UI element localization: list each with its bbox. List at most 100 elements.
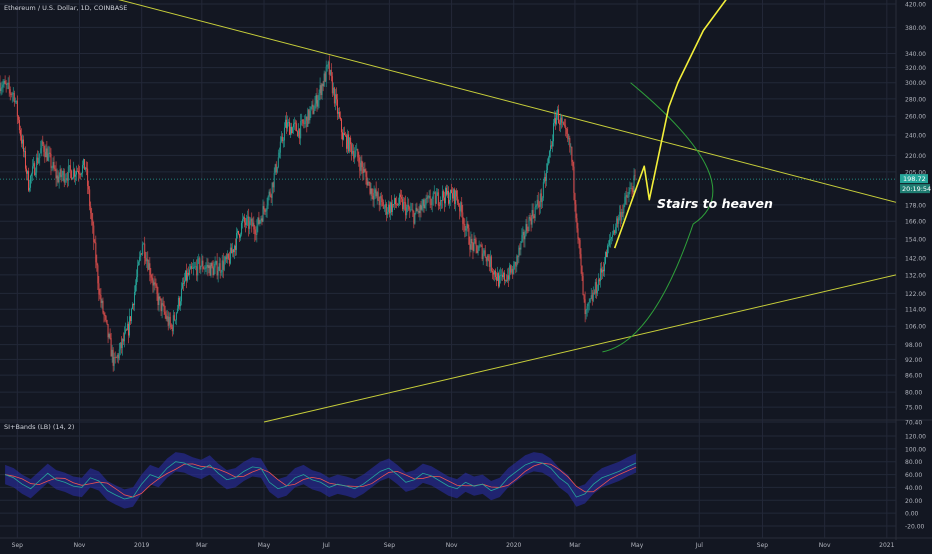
time-tick-label: Sep: [12, 542, 24, 549]
candle-body: [111, 338, 112, 356]
candle-body: [158, 294, 159, 305]
candle-body: [368, 182, 369, 186]
candle-body: [437, 192, 438, 195]
candle: [216, 260, 217, 265]
candle-body: [258, 218, 259, 224]
candle-body: [190, 266, 191, 269]
candle-body: [166, 314, 167, 319]
candle: [437, 188, 438, 196]
candle: [91, 208, 92, 226]
ascending-trendline[interactable]: [264, 275, 896, 422]
candle: [98, 276, 99, 301]
candle-body: [105, 315, 106, 316]
candle: [576, 213, 577, 232]
candle-body: [230, 248, 231, 264]
candle-body: [574, 193, 575, 204]
candle: [74, 168, 75, 183]
candle-body: [464, 224, 465, 230]
candle: [438, 189, 439, 210]
candle: [103, 298, 104, 315]
price-tick-label: 98.00: [905, 342, 922, 349]
candle-body: [183, 283, 184, 284]
candle-body: [119, 350, 120, 359]
candle: [116, 357, 117, 359]
candle-body: [11, 93, 12, 95]
candle-body: [352, 151, 353, 154]
indicator-tick-label: 40.00: [905, 485, 922, 492]
candle: [494, 270, 495, 281]
time-tick-label: May: [258, 542, 271, 549]
candle: [584, 294, 585, 303]
candle-body: [588, 303, 589, 307]
candle: [398, 198, 399, 208]
candle-body: [424, 200, 425, 208]
candle: [440, 196, 441, 211]
candle-body: [570, 147, 571, 148]
symbol-title[interactable]: Ethereum / U.S. Dollar, 1D, COINBASE: [4, 4, 127, 12]
candle-body: [8, 83, 9, 84]
candle: [517, 255, 518, 265]
candle: [375, 188, 376, 199]
candle: [581, 248, 582, 274]
candle-body: [411, 210, 412, 211]
candle: [496, 272, 497, 286]
candle: [626, 187, 627, 205]
drawing-tools[interactable]: [94, 0, 896, 422]
candle: [492, 268, 493, 280]
candle: [330, 70, 331, 76]
indicator-title[interactable]: SI+Bands (LB) (14, 2): [4, 423, 74, 431]
candle: [597, 284, 598, 296]
candle-body: [491, 256, 492, 271]
candle-body: [551, 146, 552, 147]
candle: [553, 119, 554, 146]
candle-body: [586, 310, 587, 314]
candle: [93, 222, 94, 251]
candle-body: [620, 212, 621, 221]
candle: [225, 255, 226, 264]
candle: [23, 136, 24, 158]
candle: [497, 267, 498, 281]
candle: [220, 258, 221, 278]
candle-body: [85, 168, 86, 170]
candle-body: [40, 148, 41, 153]
candle-body: [122, 339, 123, 348]
candle: [198, 254, 199, 264]
candle-body: [497, 273, 498, 281]
candle-body: [511, 269, 512, 273]
candle: [537, 195, 538, 209]
candle-body: [633, 191, 634, 193]
candle: [195, 262, 196, 270]
candle-body: [42, 141, 43, 144]
candle-body: [449, 200, 450, 204]
candle-body: [635, 175, 636, 176]
candle: [131, 308, 132, 324]
candle-body: [598, 279, 599, 290]
candle-body: [591, 295, 592, 298]
candle-body: [266, 211, 267, 212]
candle: [473, 242, 474, 259]
candle: [226, 253, 227, 263]
candle-body: [530, 217, 531, 218]
candle: [503, 272, 504, 280]
candle: [251, 213, 252, 233]
candle-body: [357, 149, 358, 157]
candle: [105, 312, 106, 321]
stairs-annotation[interactable]: Stairs to heaven: [657, 196, 773, 211]
candle-body: [414, 213, 415, 224]
candle-body: [384, 208, 385, 209]
candle-body: [233, 249, 234, 252]
candle-body: [95, 243, 96, 263]
candle: [147, 251, 148, 271]
candle-body: [296, 123, 297, 131]
candle-body: [25, 151, 26, 169]
candle: [571, 146, 572, 165]
candle-body: [281, 137, 282, 142]
price-tick-label: 340.00: [905, 51, 926, 58]
candle: [121, 336, 122, 353]
candle: [511, 265, 512, 275]
candle-body: [236, 233, 237, 250]
candle-body: [185, 270, 186, 280]
candle-body: [13, 93, 14, 94]
